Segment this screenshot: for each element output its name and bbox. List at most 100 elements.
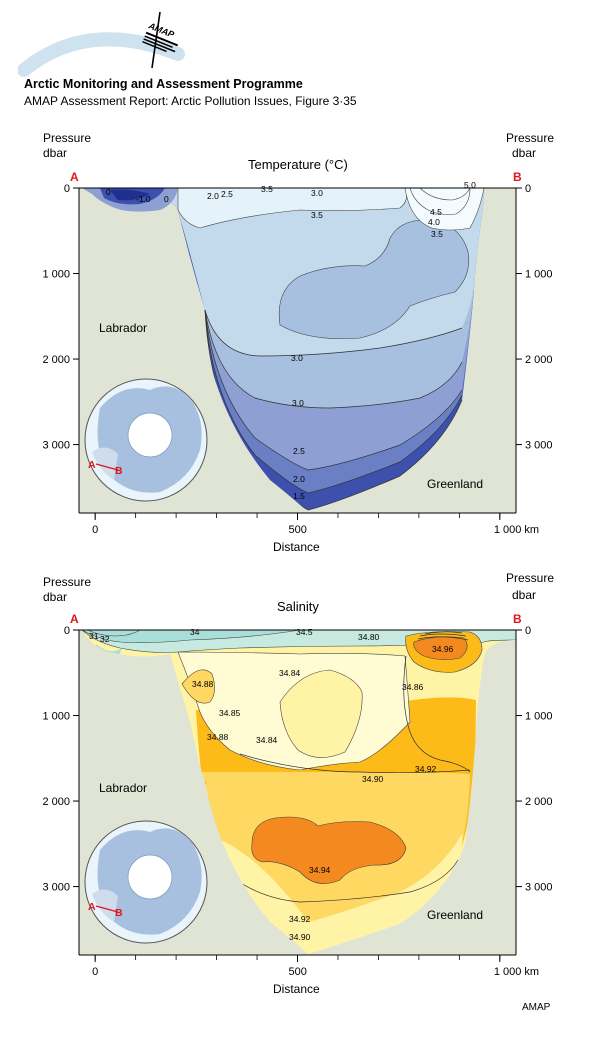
sal-section-end: B xyxy=(513,612,522,626)
inset-map: A B xyxy=(84,378,208,502)
temp-contour-label: 2.5 xyxy=(293,446,305,456)
inset-label-a: A xyxy=(88,901,96,913)
sal-contour-label: 31 xyxy=(89,631,99,641)
inset-label-a: A xyxy=(88,459,96,471)
logo-text: AMAP xyxy=(146,20,176,40)
temp-y-tick-label-left: 0 xyxy=(64,183,70,195)
sal-contour-label: 34.92 xyxy=(415,764,437,774)
sal-contour-label: 34.90 xyxy=(289,932,311,942)
sal-ylabel-right-1: Pressure xyxy=(506,571,555,585)
sal-y-tick-label-left: 3 000 xyxy=(42,882,70,894)
sal-y-tick-label-right: 3 000 xyxy=(525,882,553,894)
temp-isoline-3.0-deep xyxy=(204,309,463,409)
temp-ylabel-left-2: dbar xyxy=(43,146,68,160)
temp-contour-label: 3.5 xyxy=(261,184,273,194)
temp-y-tick-label-left: 3 000 xyxy=(42,440,70,452)
inset-map: A B xyxy=(84,820,208,944)
sal-y-tick-label-left: 2 000 xyxy=(42,796,70,808)
sal-region-west: Labrador xyxy=(99,781,147,795)
temp-section-end: B xyxy=(513,170,522,184)
sal-layer-34.90-deep xyxy=(208,834,463,940)
sal-core-34.94 xyxy=(251,816,407,884)
temp-region-east: Greenland xyxy=(427,477,483,491)
temp-x-tick-label: 0 xyxy=(92,524,98,536)
sal-contour-label: 32 xyxy=(100,634,110,644)
footer-credit: AMAP xyxy=(522,1002,551,1013)
temp-y-tick-label-right: 3 000 xyxy=(525,440,553,452)
temp-band-east-4.0 xyxy=(404,187,485,231)
sal-layer-32 xyxy=(82,629,142,637)
temp-contour-label: 4.0 xyxy=(428,217,440,227)
temp-contour-label: 3.5 xyxy=(311,210,323,220)
temp-isoline-4.5 xyxy=(409,187,471,215)
sal-x-tick-label: 500 xyxy=(289,966,307,978)
temp-ylabel-left-1: Pressure xyxy=(43,131,92,145)
temp-ylabel-right-2: dbar xyxy=(512,146,537,160)
sal-contour-label: 34.94 xyxy=(309,865,331,875)
sal-patch-34.88 xyxy=(181,669,215,704)
sal-ylabel-left-2: dbar xyxy=(43,590,68,604)
sal-x-tick-label: 0 xyxy=(92,966,98,978)
sal-contour-label: 34.86 xyxy=(402,682,424,692)
temp-contour-label: -1.0 xyxy=(136,194,151,204)
temp-band-3.5 xyxy=(177,187,407,229)
temp-contour-label: 5.0 xyxy=(464,180,476,190)
sal-isoline-34.90 xyxy=(239,753,471,774)
inset-label-b: B xyxy=(115,465,123,477)
sal-contour-label: 34.96 xyxy=(432,644,454,654)
sal-contour-label: 34.88 xyxy=(192,679,214,689)
temp-isoline-3.0-mid xyxy=(204,309,463,357)
temp-isoline-5.0 xyxy=(419,187,471,201)
sal-title: Salinity xyxy=(277,599,319,614)
sal-y-tick-label-right: 1 000 xyxy=(525,711,553,723)
sal-contour-label: 34.84 xyxy=(256,735,278,745)
sal-contour-label: 34.80 xyxy=(358,632,380,642)
temp-y-tick-label-right: 2 000 xyxy=(525,354,553,366)
temp-y-tick-label-right: 0 xyxy=(525,183,531,195)
temp-contour-label: 0 xyxy=(164,194,169,204)
sal-isoline-34.86 xyxy=(403,655,471,773)
temp-contour-label: 3.5 xyxy=(431,229,443,239)
temp-xlabel: Distance xyxy=(273,540,320,554)
temp-coldest xyxy=(110,189,150,201)
sal-y-tick-label-right: 0 xyxy=(525,625,531,637)
temp-y-tick-label-left: 1 000 xyxy=(42,269,70,281)
temp-contour-label: 3.0 xyxy=(311,188,323,198)
temperature-chart: 0 500 1 000 km 0 0 1 000 1 000 2 000 2 000 3 000 3… xyxy=(42,180,553,554)
temp-contour-label: 3.0 xyxy=(292,398,304,408)
sal-xlabel: Distance xyxy=(273,982,320,996)
report-title: Arctic Monitoring and Assessment Program… xyxy=(24,77,303,91)
temp-section-start: A xyxy=(70,170,79,184)
sal-section-start: A xyxy=(70,612,79,626)
sal-ylabel-left-1: Pressure xyxy=(43,575,92,589)
temp-contour-label: 2.5 xyxy=(221,189,233,199)
sal-y-tick-label-right: 2 000 xyxy=(525,796,553,808)
temp-y-tick-label-left: 2 000 xyxy=(42,354,70,366)
sal-layer-34 xyxy=(80,629,301,643)
sal-ylabel-right-2: dbar xyxy=(512,588,537,602)
report-subtitle: AMAP Assessment Report: Arctic Pollution… xyxy=(24,94,357,108)
temp-region-west: Labrador xyxy=(99,321,147,335)
temp-y-tick-label-right: 1 000 xyxy=(525,269,553,281)
sal-contour-label: 34.88 xyxy=(207,732,229,742)
temp-isoline-2.0 xyxy=(204,309,463,494)
sal-contour-label: 34.90 xyxy=(362,774,384,784)
inset-label-b: B xyxy=(115,907,123,919)
salinity-chart: 0 500 1 000 km 0 0 1 000 1 000 2 000 2 000 3 000 3… xyxy=(42,625,553,996)
temp-x-tick-label: 1 000 km xyxy=(494,524,539,536)
amap-logo: AMAP xyxy=(18,11,185,77)
inset-section-line xyxy=(95,905,119,913)
temp-contour-label: 0 xyxy=(106,187,111,197)
temp-core-3.0 xyxy=(278,219,469,340)
temp-isoline-2.5 xyxy=(204,309,463,471)
sal-contour-label: 34.5 xyxy=(296,627,313,637)
sal-contour-label: 34.92 xyxy=(289,914,311,924)
temp-contour-label: 2.0 xyxy=(207,191,219,201)
temp-ylabel-right-1: Pressure xyxy=(506,131,555,145)
sal-contour-label: 34.84 xyxy=(279,668,301,678)
inset-section-line xyxy=(95,463,119,471)
sal-contour-label: 34 xyxy=(190,627,200,637)
temp-x-tick-label: 500 xyxy=(289,524,307,536)
temp-contour-label: 3.0 xyxy=(291,353,303,363)
sal-patch-34.84 xyxy=(279,669,363,758)
